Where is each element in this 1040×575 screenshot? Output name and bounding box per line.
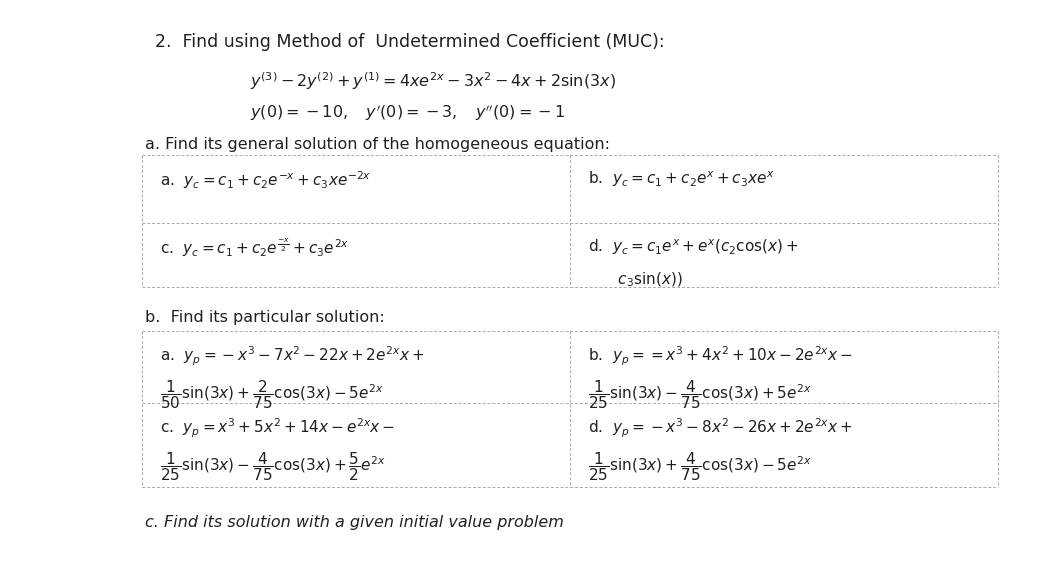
Text: a.  $y_p = -x^3 - 7x^2 - 22x + 2e^{2x}x +$: a. $y_p = -x^3 - 7x^2 - 22x + 2e^{2x}x +… — [160, 345, 424, 369]
Text: c. Find its solution with a given initial value problem: c. Find its solution with a given initia… — [145, 515, 564, 530]
Text: $y(0) = -10, \quad y'(0) = -3, \quad y''(0) = -1$: $y(0) = -10, \quad y'(0) = -3, \quad y''… — [250, 103, 565, 123]
Text: $\quad\quad c_3 \sin(x))$: $\quad\quad c_3 \sin(x))$ — [588, 271, 682, 289]
Text: b.  $y_p == x^3 + 4x^2 + 10x - 2e^{2x}x -$: b. $y_p == x^3 + 4x^2 + 10x - 2e^{2x}x -… — [588, 345, 853, 369]
Text: c.  $y_p = x^3 + 5x^2 + 14x - e^{2x}x -$: c. $y_p = x^3 + 5x^2 + 14x - e^{2x}x -$ — [160, 417, 395, 440]
Text: b.  $y_c = c_1 + c_2e^{x} + c_3xe^{x}$: b. $y_c = c_1 + c_2e^{x} + c_3xe^{x}$ — [588, 169, 775, 189]
Text: d.  $y_c = c_1e^{x} + e^{x}(c_2 \cos(x) +$: d. $y_c = c_1e^{x} + e^{x}(c_2 \cos(x) +… — [588, 237, 799, 256]
Text: $\dfrac{1}{25}\sin(3x) + \dfrac{4}{75}\cos(3x) - 5e^{2x}$: $\dfrac{1}{25}\sin(3x) + \dfrac{4}{75}\c… — [588, 450, 812, 483]
Text: $\dfrac{1}{25}\sin(3x) - \dfrac{4}{75}\cos(3x) + 5e^{2x}$: $\dfrac{1}{25}\sin(3x) - \dfrac{4}{75}\c… — [588, 378, 812, 411]
Text: c.  $y_c = c_1 + c_2e^{\frac{-x}{2}} + c_3e^{2x}$: c. $y_c = c_1 + c_2e^{\frac{-x}{2}} + c_… — [160, 237, 349, 259]
Text: $y^{(3)} - 2y^{(2)} + y^{(1)} = 4xe^{2x} - 3x^2 - 4x + 2\mathrm{sin}(3x)$: $y^{(3)} - 2y^{(2)} + y^{(1)} = 4xe^{2x}… — [250, 70, 616, 91]
Text: a.  $y_c = c_1 + c_2e^{-x} + c_3xe^{-2x}$: a. $y_c = c_1 + c_2e^{-x} + c_3xe^{-2x}$ — [160, 169, 371, 191]
Text: a. Find its general solution of the homogeneous equation:: a. Find its general solution of the homo… — [145, 137, 610, 152]
Text: 2.  Find using Method of  Undetermined Coefficient (MUC):: 2. Find using Method of Undetermined Coe… — [155, 33, 665, 51]
Text: d.  $y_p = -x^3 - 8x^2 - 26x + 2e^{2x}x +$: d. $y_p = -x^3 - 8x^2 - 26x + 2e^{2x}x +… — [588, 417, 853, 440]
Text: $\dfrac{1}{50}\sin(3x) + \dfrac{2}{75}\cos(3x) - 5e^{2x}$: $\dfrac{1}{50}\sin(3x) + \dfrac{2}{75}\c… — [160, 378, 384, 411]
Text: $\dfrac{1}{25}\sin(3x) - \dfrac{4}{75}\cos(3x) + \dfrac{5}{2}e^{2x}$: $\dfrac{1}{25}\sin(3x) - \dfrac{4}{75}\c… — [160, 450, 386, 483]
Text: b.  Find its particular solution:: b. Find its particular solution: — [145, 310, 385, 325]
